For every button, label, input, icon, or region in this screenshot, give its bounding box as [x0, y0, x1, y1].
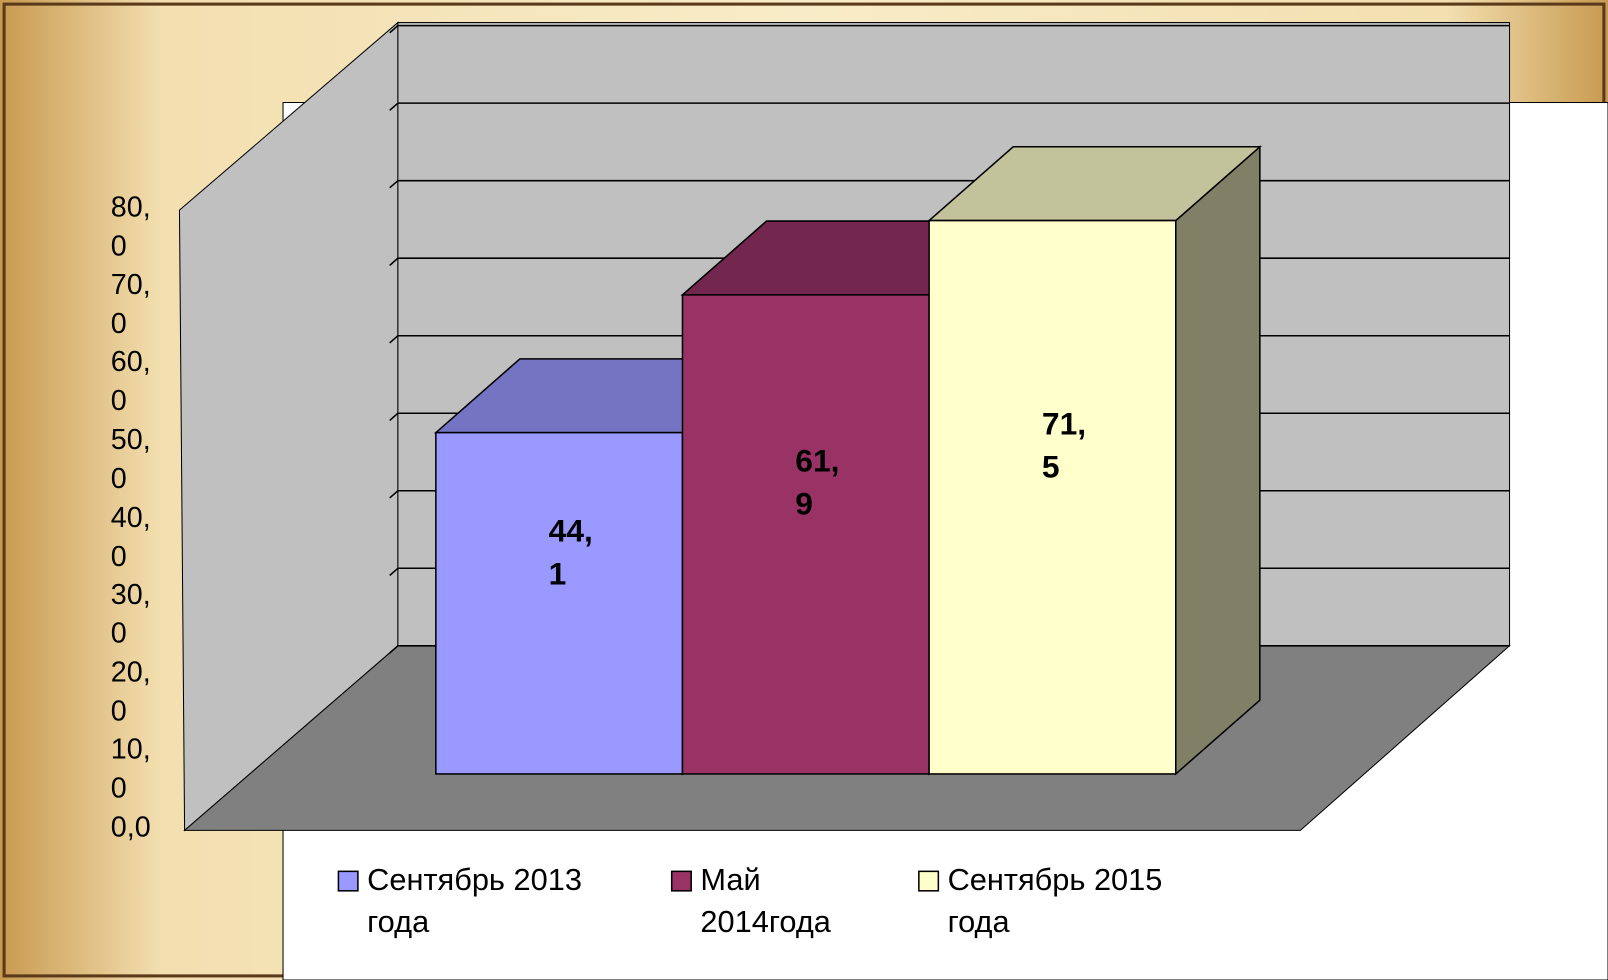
legend-label-box: Сентябрь 2015 года — [947, 863, 1163, 939]
data-label-box: 44,1 — [548, 512, 593, 591]
y-tick-label: 30,0 — [110, 578, 151, 650]
legend-label-box: Май 2014года — [700, 863, 831, 939]
y-tick-label-box: 60,0 — [110, 345, 151, 417]
data-label-box: 71,5 — [1041, 406, 1087, 485]
tick-mark — [389, 180, 399, 189]
y-tick-label-box: 80,0 — [110, 190, 151, 262]
y-tick-label: 60,0 — [110, 345, 151, 417]
y-tick-label: 20,0 — [110, 655, 151, 727]
tick-mark — [389, 412, 399, 421]
bar — [435, 431, 684, 775]
y-tick-label-box: 10,0 — [110, 733, 151, 805]
y-tick-label-box: 70,0 — [110, 268, 151, 339]
y-tick-label: 50,0 — [110, 423, 151, 494]
y-tick-label: 10,0 — [110, 733, 151, 805]
data-label: 61,9 — [795, 443, 840, 523]
y-tick-label-box: 30,0 — [110, 578, 151, 650]
legend-swatch — [918, 870, 940, 892]
tick-mark — [389, 645, 399, 654]
tick-mark — [389, 102, 399, 111]
legend-swatch — [670, 870, 692, 892]
tick-mark — [389, 25, 399, 34]
y-tick-label-box: 20,0 — [110, 655, 151, 727]
y-tick-label: 70,0 — [110, 268, 151, 339]
y-tick-label-box: 50,0 — [110, 423, 151, 494]
legend-label: Сентябрь 2013 года — [367, 863, 582, 939]
data-label: 44,1 — [548, 512, 593, 591]
tick-mark — [389, 490, 399, 499]
y-tick-label-box: 0,0 — [110, 810, 151, 843]
legend-label-box: Сентябрь 2013 года — [367, 863, 582, 939]
y-tick-label: 80,0 — [110, 190, 151, 262]
y-tick-label: 0,0 — [110, 810, 151, 843]
y-tick-label: 40,0 — [110, 500, 151, 572]
tick-mark — [389, 335, 399, 344]
data-label-box: 61,9 — [795, 443, 840, 523]
tick-mark — [389, 257, 399, 266]
tick-mark — [389, 567, 399, 577]
bar — [928, 219, 1177, 775]
y-tick-label-box: 40,0 — [110, 500, 151, 572]
data-label: 71,5 — [1041, 406, 1087, 485]
legend-swatch — [337, 870, 359, 892]
legend-label: Май 2014года — [700, 863, 831, 939]
bar — [681, 294, 930, 775]
bar-side — [1174, 145, 1261, 776]
legend-label: Сентябрь 2015 года — [947, 863, 1163, 939]
